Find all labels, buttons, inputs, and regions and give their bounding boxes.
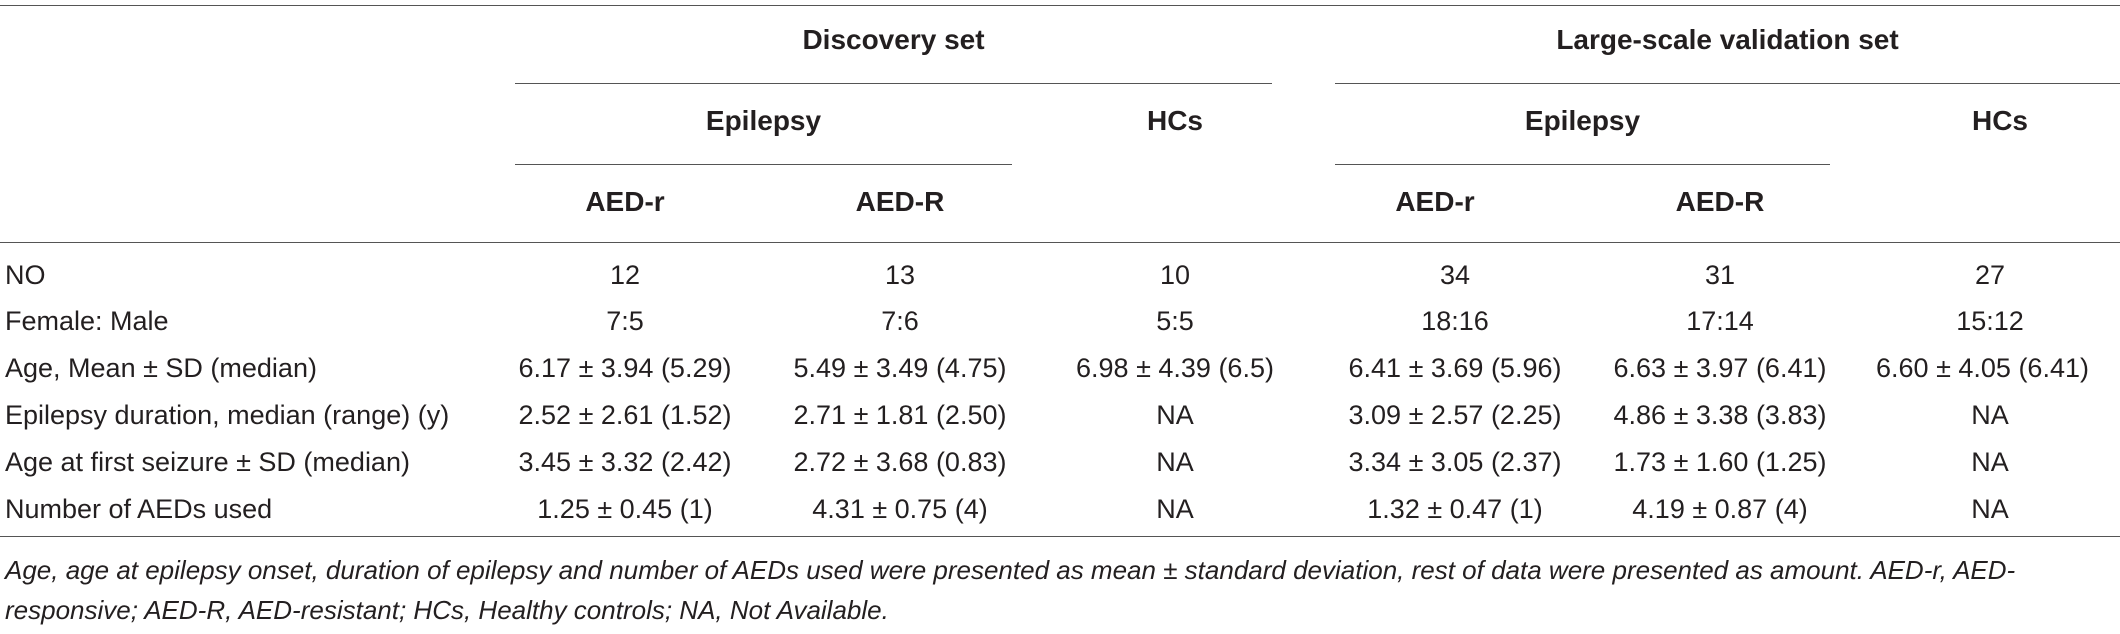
discovery-set-rule — [515, 83, 1272, 84]
row-label-no: NO — [5, 260, 46, 290]
validation-aed-r-header: AED-r — [1395, 186, 1475, 217]
cell-seizure-validation-hcs: NA — [1971, 447, 2009, 477]
cell-aeds-discovery-aed-r: 1.25 ± 0.45 (1) — [537, 494, 713, 524]
cell-age-discovery-hcs: 6.98 ± 4.39 (6.5) — [1076, 353, 1274, 383]
validation-epilepsy-header: Epilepsy — [1524, 105, 1641, 136]
cell-seizure-validation-aed-r: 3.34 ± 3.05 (2.37) — [1348, 447, 1562, 477]
validation-hcs-header: HCs — [1971, 105, 2028, 136]
cell-no-discovery-aed-r: 12 — [609, 260, 641, 290]
discovery-aed-R-header: AED-R — [855, 186, 945, 217]
cell-aeds-validation-aed-r: 1.32 ± 0.47 (1) — [1367, 494, 1543, 524]
cell-duration-validation-hcs: NA — [1971, 400, 2009, 430]
cell-sex-validation-hcs: 15:12 — [1956, 306, 2024, 336]
table-footnote: Age, age at epilepsy onset, duration of … — [5, 555, 2016, 625]
cell-duration-discovery-aed-r: 2.52 ± 2.61 (1.52) — [518, 400, 732, 430]
cell-sex-validation-aed-r: 18:16 — [1421, 306, 1489, 336]
cell-aeds-validation-aed-R: 4.19 ± 0.87 (4) — [1632, 494, 1808, 524]
top-rule — [0, 5, 2120, 6]
validation-set-header: Large-scale validation set — [1556, 24, 1899, 55]
cell-aeds-validation-hcs: NA — [1971, 494, 2009, 524]
cell-seizure-discovery-aed-R: 2.72 ± 3.68 (0.83) — [793, 447, 1007, 477]
cell-sex-validation-aed-R: 17:14 — [1686, 306, 1754, 336]
row-label-female-male: Female: Male — [5, 306, 169, 336]
cell-duration-discovery-hcs: NA — [1156, 400, 1194, 430]
discovery-set-header: Discovery set — [802, 24, 985, 55]
discovery-hcs-header: HCs — [1146, 105, 1203, 136]
cell-sex-discovery-hcs: 5:5 — [1156, 306, 1194, 336]
validation-set-rule — [1335, 83, 2120, 84]
row-label-age: Age, Mean ± SD (median) — [5, 353, 317, 383]
cell-age-validation-aed-R: 6.63 ± 3.97 (6.41) — [1613, 353, 1827, 383]
cell-duration-validation-aed-r: 3.09 ± 2.57 (2.25) — [1348, 400, 1562, 430]
row-label-age-first-seizure: Age at first seizure ± SD (median) — [5, 447, 410, 477]
cell-duration-validation-aed-R: 4.86 ± 3.38 (3.83) — [1613, 400, 1827, 430]
cell-age-discovery-aed-r: 6.17 ± 3.94 (5.29) — [518, 353, 732, 383]
row-label-epilepsy-duration: Epilepsy duration, median (range) (y) — [5, 400, 450, 430]
cell-seizure-discovery-aed-r: 3.45 ± 3.32 (2.42) — [518, 447, 732, 477]
cell-age-validation-aed-r: 6.41 ± 3.69 (5.96) — [1348, 353, 1562, 383]
cell-no-discovery-aed-R: 13 — [884, 260, 916, 290]
cell-seizure-validation-aed-R: 1.73 ± 1.60 (1.25) — [1613, 447, 1827, 477]
cell-age-discovery-aed-R: 5.49 ± 3.49 (4.75) — [793, 353, 1007, 383]
cell-duration-discovery-aed-R: 2.71 ± 1.81 (2.50) — [793, 400, 1007, 430]
cell-no-validation-aed-r: 34 — [1439, 260, 1471, 290]
discovery-epilepsy-rule — [515, 164, 1012, 165]
cell-age-validation-hcs: 6.60 ± 4.05 (6.41) — [1876, 353, 2089, 383]
cell-no-validation-hcs: 27 — [1974, 260, 2006, 290]
cell-no-validation-aed-R: 31 — [1704, 260, 1736, 290]
cell-seizure-discovery-hcs: NA — [1156, 447, 1194, 477]
cell-sex-discovery-aed-r: 7:5 — [606, 306, 644, 336]
table-bottom-rule — [0, 536, 2120, 537]
cell-sex-discovery-aed-R: 7:6 — [881, 306, 919, 336]
validation-epilepsy-rule — [1335, 164, 1830, 165]
header-bottom-rule — [0, 242, 2120, 243]
cell-no-discovery-hcs: 10 — [1159, 260, 1191, 290]
row-label-number-aeds: Number of AEDs used — [5, 494, 273, 524]
cell-aeds-discovery-hcs: NA — [1156, 494, 1194, 524]
discovery-epilepsy-header: Epilepsy — [705, 105, 822, 136]
discovery-aed-r-header: AED-r — [585, 186, 665, 217]
cell-aeds-discovery-aed-R: 4.31 ± 0.75 (4) — [812, 494, 988, 524]
validation-aed-R-header: AED-R — [1675, 186, 1765, 217]
